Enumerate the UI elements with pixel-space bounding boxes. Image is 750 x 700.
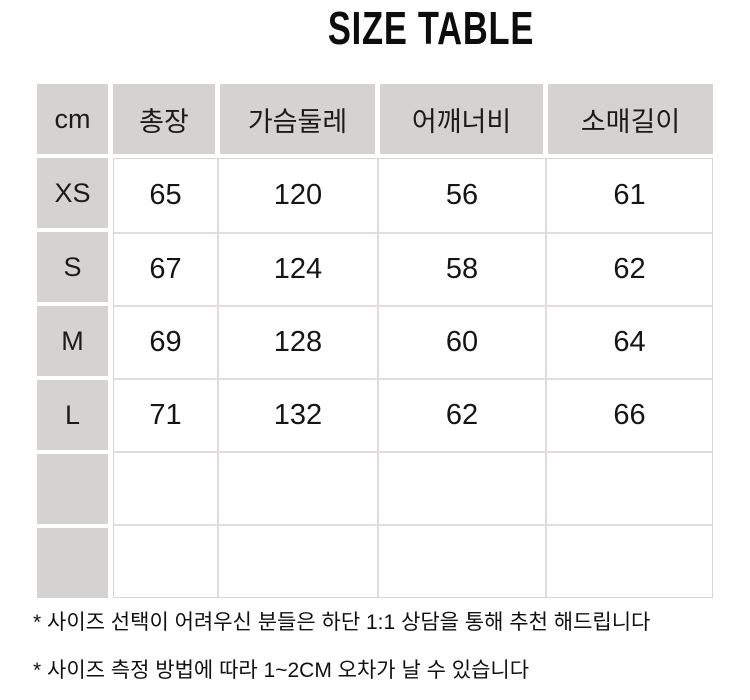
value-cell-s-chest: 124 (217, 232, 377, 305)
value-cell-s-sleeve: 62 (545, 232, 712, 305)
value-cell-empty2-total-length (114, 524, 217, 597)
size-label-l: L (37, 380, 108, 450)
value-cell-xs-chest: 120 (217, 159, 377, 232)
value-cell-empty2-shoulder (377, 524, 545, 597)
value-cell-empty2-sleeve (545, 524, 712, 597)
value-cell-l-total-length: 71 (114, 378, 217, 451)
page-title: SIZE TABLE (327, 2, 535, 54)
note-size-consult: * 사이즈 선택이 어려우신 분들은 하단 1:1 상담을 통해 추천 해드립니… (33, 611, 651, 634)
header-cell-chest: 가슴둘레 (220, 84, 375, 154)
value-cell-m-total-length: 69 (114, 305, 217, 378)
size-label-empty-2 (37, 528, 108, 598)
header-cell-unit: cm (37, 84, 108, 154)
size-label-s: S (37, 232, 108, 302)
size-table: cm 총장 가슴둘레 어깨너비 소매길이 XS S M L 65 120 56 … (37, 84, 713, 598)
size-label-xs: XS (37, 158, 108, 228)
size-data-grid: 65 120 56 61 67 124 58 62 69 128 60 64 7… (113, 158, 713, 598)
size-label-empty-1 (37, 454, 108, 524)
value-cell-l-sleeve: 66 (545, 378, 712, 451)
value-cell-m-chest: 128 (217, 305, 377, 378)
note-size-tolerance: * 사이즈 측정 방법에 따라 1~2CM 오차가 날 수 있습니다 (33, 659, 530, 682)
value-cell-xs-sleeve: 61 (545, 159, 712, 232)
value-cell-empty1-chest (217, 451, 377, 524)
header-cell-sleeve: 소매길이 (548, 84, 713, 154)
value-cell-xs-shoulder: 56 (377, 159, 545, 232)
value-cell-empty1-total-length (114, 451, 217, 524)
value-cell-empty1-sleeve (545, 451, 712, 524)
value-cell-m-sleeve: 64 (545, 305, 712, 378)
value-cell-l-shoulder: 62 (377, 378, 545, 451)
value-cell-empty2-chest (217, 524, 377, 597)
size-label-m: M (37, 306, 108, 376)
value-cell-l-chest: 132 (217, 378, 377, 451)
value-cell-m-shoulder: 60 (377, 305, 545, 378)
footnotes: * 사이즈 선택이 어려우신 분들은 하단 1:1 상담을 통해 추천 해드립니… (33, 606, 650, 688)
value-cell-empty1-shoulder (377, 451, 545, 524)
value-cell-s-total-length: 67 (114, 232, 217, 305)
value-cell-s-shoulder: 58 (377, 232, 545, 305)
header-cell-total-length: 총장 (113, 84, 215, 154)
value-cell-xs-total-length: 65 (149, 179, 182, 211)
header-cell-shoulder: 어깨너비 (380, 84, 543, 154)
